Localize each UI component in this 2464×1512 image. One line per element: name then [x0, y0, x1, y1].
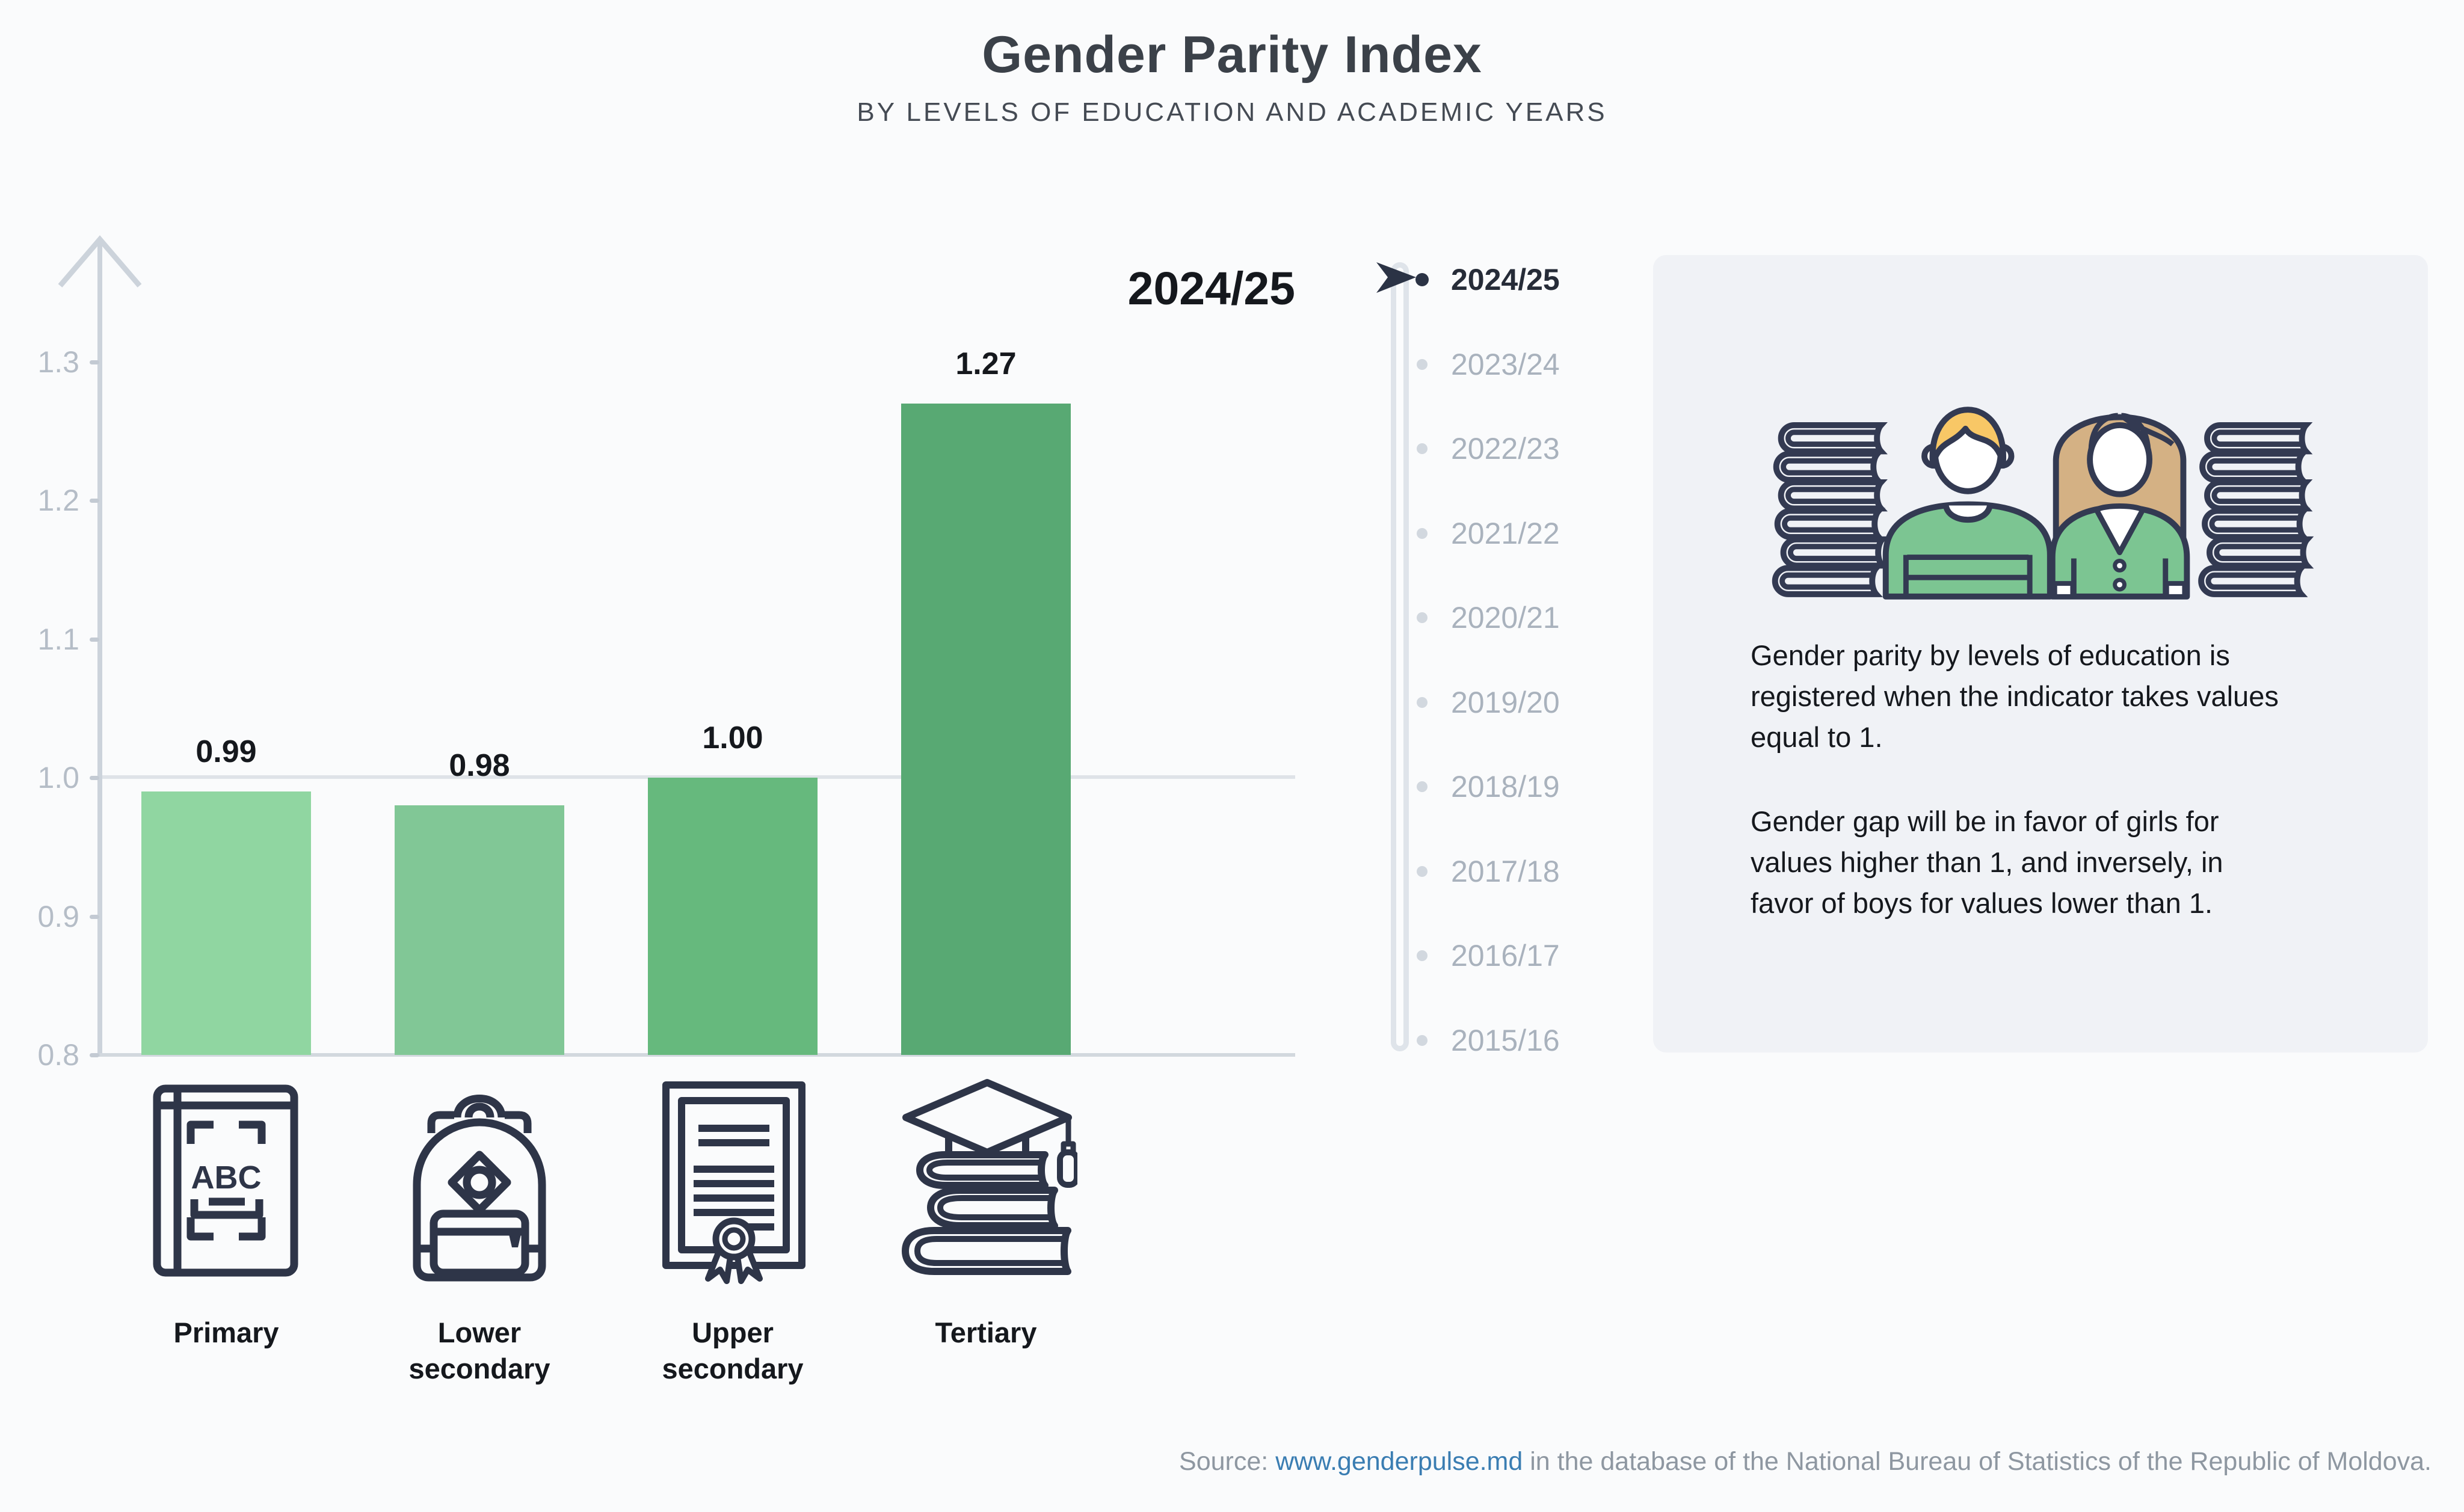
timeline-year-2022-23[interactable]: 2022/23 — [1451, 432, 1560, 466]
bar-tertiary[interactable] — [901, 404, 1071, 1055]
bar-value-label: 1.27 — [955, 346, 1017, 381]
book-icon — [1773, 450, 1884, 483]
book-icon — [1782, 515, 1873, 533]
book-icon — [1779, 572, 1871, 590]
book-icon — [2198, 565, 2308, 597]
book-icon — [1780, 536, 1889, 569]
book-icon — [2209, 515, 2299, 533]
chart-year-label: 2024/25 — [1127, 263, 1295, 315]
book-icon — [2211, 429, 2301, 447]
timeline-cursor-icon[interactable] — [1376, 261, 1418, 295]
bar-lower-secondary[interactable] — [395, 805, 564, 1055]
primary-book-abc-text: ABC — [191, 1160, 262, 1196]
book-icon — [2211, 487, 2301, 505]
book-icon — [1778, 422, 1888, 455]
book-icon — [1788, 544, 1877, 561]
reference-line-1.0 — [102, 775, 1295, 779]
y-tick-dash — [90, 637, 99, 642]
timeline-year-dot[interactable] — [1417, 781, 1428, 792]
book-icon — [2207, 536, 2314, 569]
y-tick-dash — [90, 1053, 99, 1057]
category-label-upper-secondary: Upper secondary — [662, 1317, 804, 1384]
book-icon — [2199, 450, 2309, 483]
y-tick-dash — [90, 914, 99, 919]
timeline-year-2016-17[interactable]: 2016/17 — [1451, 939, 1560, 973]
book-icon — [1781, 458, 1872, 476]
source-suffix: in the database of the National Bureau o… — [1523, 1447, 2432, 1476]
page-subtitle: BY LEVELS OF EDUCATION AND ACADEMIC YEAR… — [857, 97, 1607, 127]
y-tick-dash — [90, 360, 99, 364]
timeline-year-dot[interactable] — [1417, 358, 1428, 370]
book-icon — [2214, 544, 2302, 561]
y-axis — [58, 235, 142, 1057]
timeline-year-2018-19[interactable]: 2018/19 — [1451, 770, 1560, 804]
diploma-certificate-icon — [662, 1081, 805, 1284]
y-tick-label: 1.1 — [37, 622, 79, 656]
bar-primary[interactable] — [141, 791, 311, 1055]
y-tick-dash — [90, 499, 99, 503]
bar-upper-secondary[interactable] — [648, 778, 818, 1055]
info-paragraph-2: Gender gap will be in favor of girls for… — [1751, 805, 2223, 919]
source-prefix: Source: — [1179, 1447, 1276, 1476]
book-icon — [2207, 458, 2297, 476]
timeline-year-2015-16[interactable]: 2015/16 — [1451, 1023, 1560, 1057]
category-label-lower-secondary: Lower secondary — [408, 1317, 550, 1384]
book-icon — [1785, 487, 1876, 505]
book-icon — [2205, 572, 2296, 590]
timeline-year-2020-21[interactable]: 2020/21 — [1451, 601, 1560, 635]
timeline-year-2017-18[interactable]: 2017/18 — [1451, 854, 1560, 888]
students-books-illustration — [1772, 407, 2314, 600]
book-icon — [2202, 508, 2311, 540]
book-icon — [1774, 508, 1885, 540]
info-panel-text: Gender parity by levels of education is … — [1751, 635, 2400, 924]
y-tick-label: 0.9 — [37, 899, 79, 933]
book-icon — [2204, 479, 2313, 512]
books-graduation-cap-icon — [902, 1079, 1077, 1275]
bar-value-label: 0.99 — [196, 734, 257, 769]
y-tick-dash — [90, 776, 99, 781]
book-stack-right-icon — [2198, 422, 2314, 597]
category-label-tertiary: Tertiary — [935, 1317, 1037, 1348]
bar-value-label: 0.98 — [449, 748, 510, 783]
backpack-icon — [413, 1095, 546, 1282]
info-panel — [1653, 255, 2428, 1053]
timeline-year-dot[interactable] — [1417, 1034, 1428, 1046]
book-icon — [1778, 479, 1888, 512]
page-title: Gender Parity Index — [982, 26, 1482, 84]
y-tick-label: 1.3 — [37, 345, 79, 379]
category-label-primary: Primary — [173, 1317, 279, 1348]
source-link[interactable]: www.genderpulse.md — [1275, 1447, 1523, 1476]
book-icon — [1772, 565, 1883, 597]
timeline-year-dot[interactable] — [1417, 950, 1428, 961]
primary-book-icon: ABC — [153, 1084, 298, 1277]
timeline-year-2023-24[interactable]: 2023/24 — [1451, 347, 1560, 381]
y-tick-label: 1.0 — [37, 761, 79, 795]
y-tick-label: 0.8 — [37, 1038, 79, 1072]
book-icon — [1785, 429, 1876, 447]
x-axis-baseline — [100, 1053, 1295, 1057]
info-paragraph-1: Gender parity by levels of education is … — [1751, 639, 2279, 753]
timeline-year-dot[interactable] — [1415, 273, 1429, 286]
timeline-year-dot[interactable] — [1417, 527, 1428, 539]
timeline-track[interactable] — [1391, 262, 1409, 1051]
timeline-year-dot[interactable] — [1417, 696, 1428, 708]
timeline-year-2021-22[interactable]: 2021/22 — [1451, 516, 1560, 550]
boy-student-icon — [1882, 407, 2053, 600]
timeline-year-2019-20[interactable]: 2019/20 — [1451, 685, 1560, 719]
bar-value-label: 1.00 — [702, 721, 763, 755]
y-tick-label: 1.2 — [37, 484, 79, 518]
timeline-year-dot[interactable] — [1417, 865, 1428, 877]
timeline-year-dot[interactable] — [1417, 443, 1428, 454]
timeline-year-2024-25[interactable]: 2024/25 — [1451, 263, 1560, 297]
source-line: Source: www.genderpulse.md in the databa… — [1179, 1447, 2432, 1477]
timeline-year-dot[interactable] — [1417, 612, 1428, 623]
girl-student-icon — [2049, 413, 2190, 600]
book-icon — [2204, 422, 2313, 455]
book-stack-left-icon — [1772, 422, 1889, 597]
